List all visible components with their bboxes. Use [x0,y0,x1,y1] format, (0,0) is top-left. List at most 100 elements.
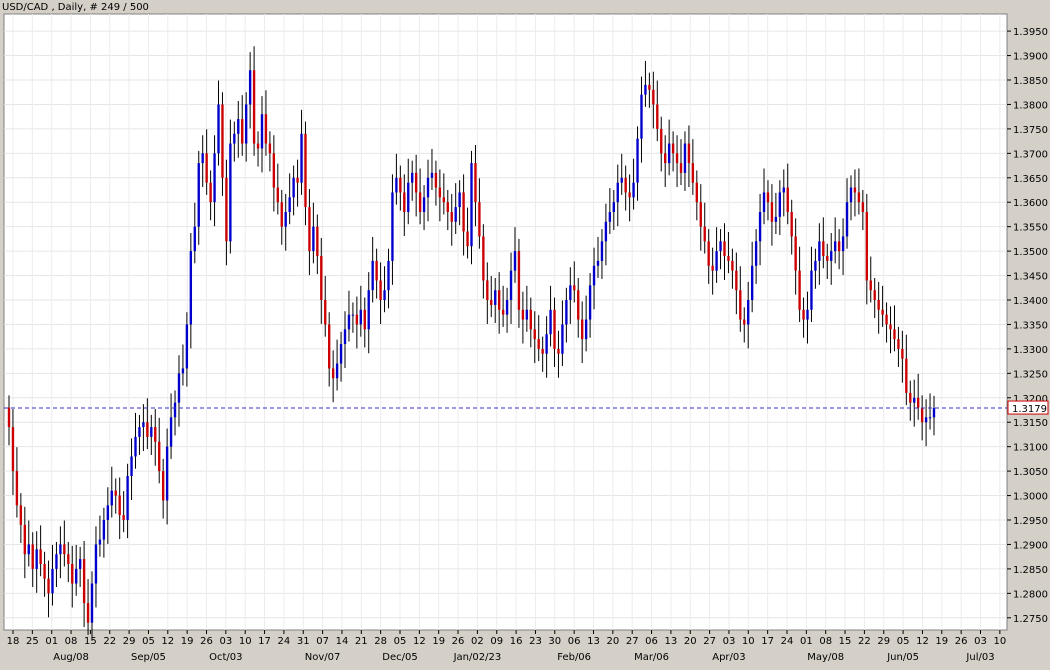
candle-body-up [833,241,837,252]
candle-body-up [102,520,106,540]
candle [94,526,98,608]
candle-body-down [19,505,23,525]
candle-body-down [770,202,774,222]
candle-body-up [106,505,110,520]
candle [845,178,849,249]
candle [905,334,908,406]
candle-body-down [280,202,283,227]
x-day-label: 03 [219,636,232,647]
candle-body-up [217,104,220,154]
candle [470,150,473,265]
candle-body-down [881,309,884,315]
candle [15,447,19,518]
candle [173,390,177,436]
candle-body-down [11,427,15,472]
candle-body-up [78,559,82,569]
candle-body-down [308,207,311,252]
y-tick-label: 1.3050 [1013,467,1048,478]
candle [221,92,224,196]
candle-body-up [248,70,252,105]
candle-body-up [545,334,548,354]
candle-body-down [723,241,726,256]
candle-body-up [430,172,434,178]
candle [928,393,932,430]
candle-body-down [889,324,892,330]
candle [620,153,623,195]
chart-title: USD/CAD , Daily, # 249 / 500 [2,2,149,13]
candle-body-up [549,309,552,335]
candle [798,246,801,322]
candle [331,350,335,403]
candle-body-up [233,133,236,144]
candle [399,165,402,211]
candle-body-down [671,143,675,154]
candle-body-up [237,119,240,134]
candle-body-up [758,212,762,242]
candle-body-down [272,153,276,188]
y-tick-label: 1.3350 [1013,320,1048,331]
candle-body-up [632,182,635,198]
x-day-label: 31 [297,636,310,647]
candle-body-up [189,251,193,325]
candle-body-down [114,490,117,496]
candle-body-down [418,192,422,212]
candle-body-down [375,260,378,281]
x-day-label: 27 [626,636,639,647]
x-day-label: 08 [65,636,78,647]
candle [810,246,813,322]
x-day-label: 22 [858,636,871,647]
candle-body-up [343,329,347,344]
x-day-label: 12 [161,636,174,647]
candle [150,414,153,455]
candle-body-up [604,221,608,242]
candle [596,236,600,278]
candle [837,229,841,270]
x-day-label: 08 [819,636,832,647]
candle [478,178,481,249]
y-tick-label: 1.3000 [1013,492,1048,503]
candle-body-down [517,251,521,310]
candle [252,46,256,156]
candle-body-down [146,422,149,437]
candle [438,169,442,222]
candle-body-up [845,202,849,237]
candle-body-down [15,471,19,506]
candle-body-down [529,309,532,330]
candle-body-up [126,476,129,520]
candle-body-down [865,212,868,281]
candle-body-up [422,197,426,212]
candle [434,160,438,206]
candle [292,165,295,216]
x-day-label: 30 [548,636,561,647]
candle [197,150,200,245]
candle-body-up [913,397,916,403]
candle [335,339,339,391]
x-day-label: 03 [974,636,987,647]
candle [367,272,370,354]
x-day-label: 13 [587,636,600,647]
candle-body-down [241,119,244,144]
candle-body-up [134,436,137,457]
x-day-label: 10 [742,636,755,647]
candle-body-up [213,153,216,203]
candle [533,311,536,364]
candle [667,119,671,176]
candle [296,159,299,207]
candle [256,131,260,167]
candle [185,312,189,387]
candle [901,330,904,383]
candle [822,217,825,269]
y-tick-label: 1.3100 [1013,443,1048,454]
y-tick-label: 1.3600 [1013,198,1048,209]
candle-body-down [82,559,86,604]
candle-body-down [743,319,746,325]
candle-body-down [857,192,861,203]
candle-body-down [664,153,667,164]
candle [19,493,23,543]
x-month-label: Jul/03 [965,652,994,663]
candle-body-up [35,549,38,569]
candle [600,229,604,279]
candle-body-up [339,344,343,364]
candle-body-down [482,236,485,281]
